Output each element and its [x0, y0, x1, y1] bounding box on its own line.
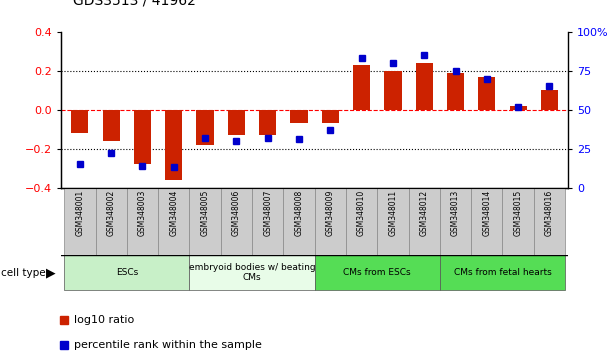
Text: GSM348009: GSM348009: [326, 190, 335, 236]
Bar: [440, 188, 471, 255]
Bar: [478, 77, 496, 110]
Bar: [71, 110, 89, 133]
Bar: [134, 110, 151, 164]
Bar: [228, 110, 245, 135]
Bar: [447, 73, 464, 110]
Bar: [221, 188, 252, 255]
Bar: [64, 188, 95, 255]
Text: GSM348007: GSM348007: [263, 190, 273, 236]
Bar: [322, 110, 339, 124]
Bar: [440, 255, 565, 290]
Text: GSM348002: GSM348002: [107, 190, 115, 236]
Text: GSM348008: GSM348008: [295, 190, 304, 236]
Text: CMs from fetal hearts: CMs from fetal hearts: [453, 268, 551, 277]
Bar: [284, 188, 315, 255]
Text: GDS3513 / 41962: GDS3513 / 41962: [73, 0, 196, 7]
Text: embryoid bodies w/ beating
CMs: embryoid bodies w/ beating CMs: [189, 263, 315, 282]
Bar: [502, 188, 534, 255]
Text: GSM348014: GSM348014: [482, 190, 491, 236]
Text: GSM348003: GSM348003: [138, 190, 147, 236]
Text: GSM348005: GSM348005: [200, 190, 210, 236]
Text: CMs from ESCs: CMs from ESCs: [343, 268, 411, 277]
Bar: [259, 110, 276, 135]
Text: GSM348015: GSM348015: [514, 190, 522, 236]
Bar: [377, 188, 409, 255]
Bar: [165, 110, 183, 180]
Text: GSM348012: GSM348012: [420, 190, 429, 236]
Bar: [290, 110, 307, 124]
Bar: [541, 90, 558, 110]
Bar: [64, 255, 189, 290]
Bar: [315, 188, 346, 255]
Bar: [127, 188, 158, 255]
Bar: [158, 188, 189, 255]
Text: GSM348011: GSM348011: [389, 190, 397, 236]
Text: ▶: ▶: [46, 266, 56, 279]
Bar: [252, 188, 284, 255]
Text: GSM348006: GSM348006: [232, 190, 241, 236]
Bar: [384, 71, 401, 110]
Bar: [346, 188, 377, 255]
Bar: [103, 110, 120, 141]
Text: percentile rank within the sample: percentile rank within the sample: [74, 340, 262, 350]
Text: GSM348010: GSM348010: [357, 190, 366, 236]
Bar: [510, 106, 527, 110]
Bar: [353, 65, 370, 110]
Bar: [189, 255, 315, 290]
Text: GSM348013: GSM348013: [451, 190, 460, 236]
Bar: [471, 188, 502, 255]
Bar: [415, 63, 433, 110]
Bar: [189, 188, 221, 255]
Bar: [315, 255, 440, 290]
Text: GSM348016: GSM348016: [545, 190, 554, 236]
Text: GSM348004: GSM348004: [169, 190, 178, 236]
Text: ESCs: ESCs: [115, 268, 138, 277]
Bar: [409, 188, 440, 255]
Bar: [197, 110, 214, 145]
Text: GSM348001: GSM348001: [75, 190, 84, 236]
Text: cell type: cell type: [1, 268, 45, 278]
Bar: [534, 188, 565, 255]
Bar: [95, 188, 127, 255]
Text: log10 ratio: log10 ratio: [74, 315, 134, 325]
